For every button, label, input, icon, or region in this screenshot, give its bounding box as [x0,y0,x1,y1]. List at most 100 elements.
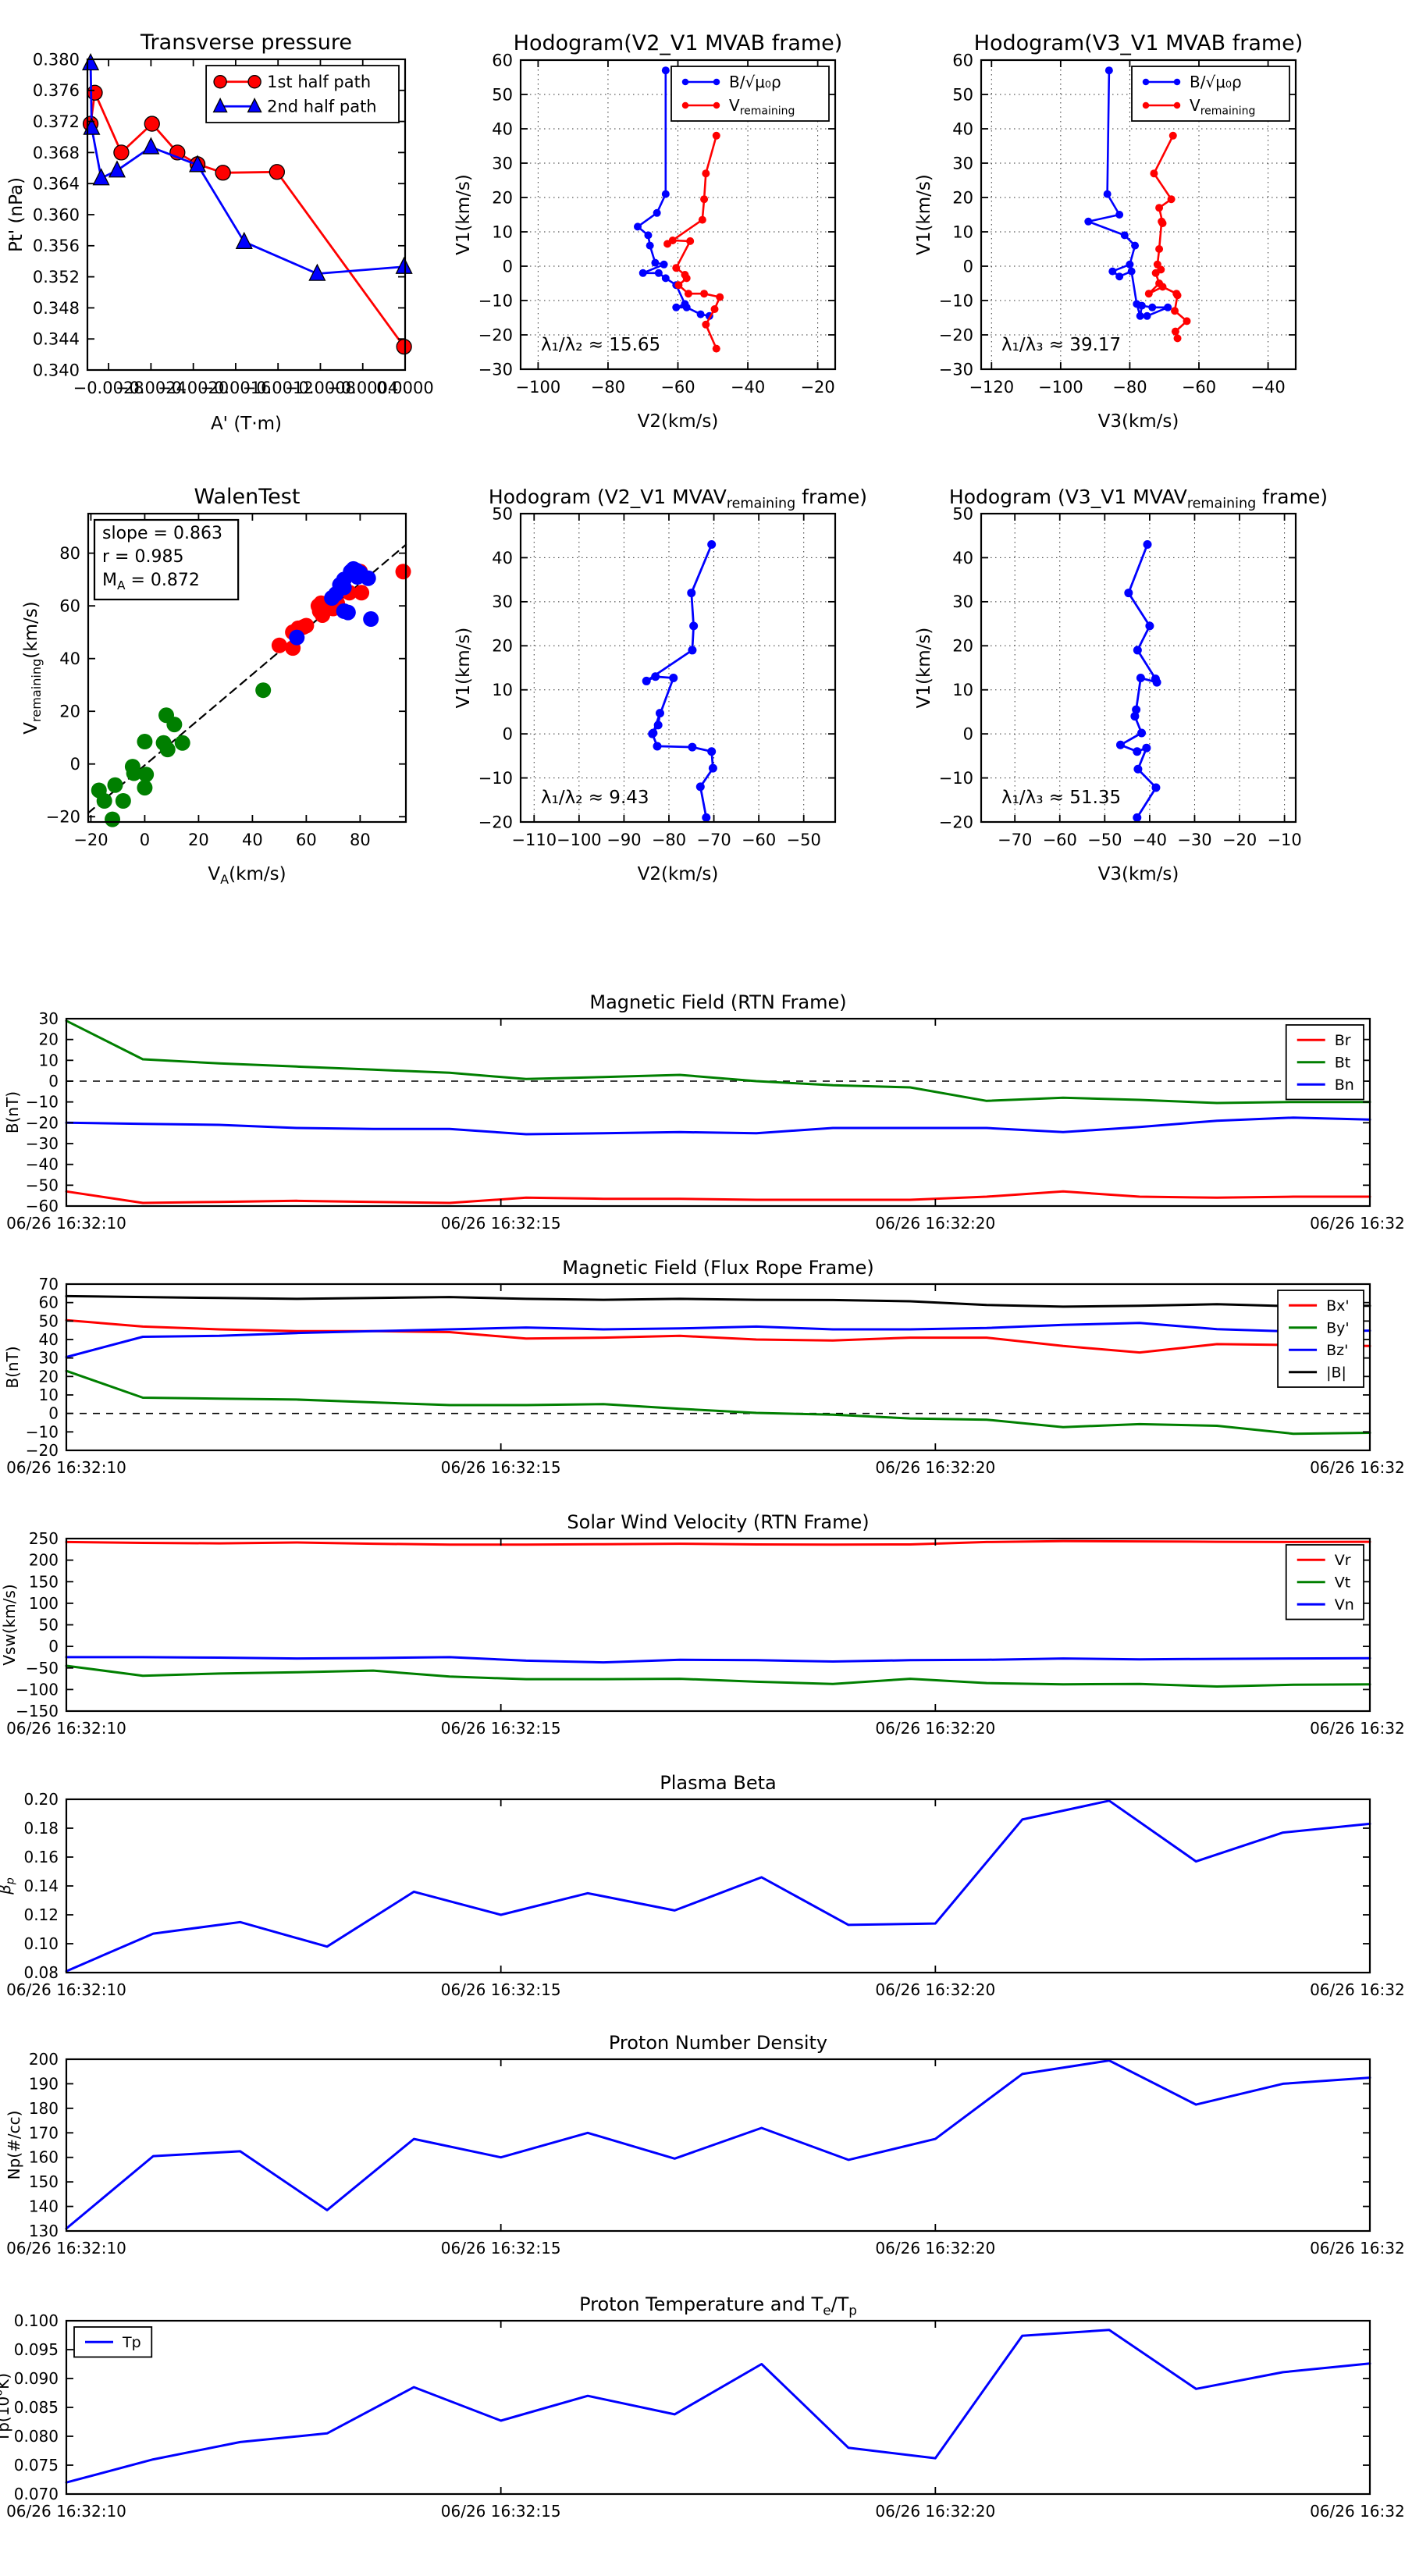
walen-test-ytick-label: 40 [59,649,80,668]
solar-wind-velocity-legend-label-vn: Vn [1335,1596,1354,1614]
solar-wind-velocity-legend: Vr Vt Vn [1285,1544,1364,1621]
hodogram-v3-v1-mvab-ytick-label: 10 [952,222,973,241]
transverse-pressure-xtick-label: −0.0020 [158,379,229,397]
hodogram-v3-v1-mvab-axes-box [980,59,1297,371]
panel-magnetic-field-flux-rope: 06/26 16:32:10 06/26 16:32:15 06/26 16:32:… [3,1257,1405,1477]
plasma-beta-ytick-label: 0.10 [23,1934,59,1953]
transverse-pressure-legend-label-first-half-path: 1st half path [267,73,371,91]
panel-plasma-beta: 06/26 16:32:10 06/26 16:32:15 06/26 16:32:… [0,1772,1405,1999]
magnetic-field-flux-rope-legend: Bx' By' Bz' |B| [1277,1290,1364,1388]
transverse-pressure-legend: 1st half path 2nd half path [205,65,400,123]
plasma-beta-ytick-label: 0.08 [23,1963,59,1982]
magnetic-field-rtn-xtick-label: 06/26 16:32:10 [6,1214,126,1233]
plasma-beta-xtick-label: 06/26 16:32:25 [1310,1980,1405,1999]
proton-number-density-ylabel: Np(#/cc) [5,2111,23,2180]
magnetic-field-rtn-legend-label-br: Br [1335,1032,1351,1049]
solar-wind-velocity-ytick-label: 50 [39,1616,59,1635]
walen-test-ytick-label: 60 [59,597,80,616]
solar-wind-velocity-ytick-label: −150 [16,1702,59,1720]
magnetic-field-rtn-xtick-label: 06/26 16:32:25 [1310,1214,1405,1233]
magnetic-field-rtn-ytick-label: −30 [26,1134,59,1153]
hodogram-v2-v1-mvab-ytick-label: 50 [492,85,513,104]
hodogram-v2-v1-mvab-ytick-label: 0 [503,257,513,276]
magnetic-field-flux-rope-legend-label-b-magnitude: |B| [1326,1364,1346,1381]
magnetic-field-rtn-series-br [65,1190,1371,1204]
hodogram-v3-v1-mvav-title: Hodogram (V3_V1 MVAVremaining frame) [949,486,1328,512]
proton-temperature-ytick-label: 0.080 [14,2427,59,2446]
hodogram-v2-v1-mvab-legend-label-v-remaining: Vremaining [729,96,795,117]
hodogram-v2-v1-mvab-series-v-remaining [663,131,724,353]
hodogram-v3-v1-mvav-ytick-label: −10 [939,769,973,788]
hodogram-v3-v1-mvab-ytick-label: −30 [939,360,973,379]
hodogram-v2-v1-mvab-annotation: λ₁/λ₂ ≈ 15.65 [541,335,660,355]
walen-test-stats-box: slope = 0.863 r = 0.985 MA = 0.872 [93,518,240,601]
magnetic-field-flux-rope-ytick-label: 40 [39,1330,59,1349]
walen-test-xtick-label: 80 [350,831,371,849]
transverse-pressure-xtick-label: −0.0028 [73,379,144,397]
transverse-pressure-ytick-label: 0.372 [33,112,80,131]
solar-wind-velocity-xtick-label: 06/26 16:32:25 [1310,1719,1405,1738]
panel-hodogram-v3-v1-mvab: −120 −100 −80 −60 −40−30−20−100102030405060H… [914,31,1303,432]
magnetic-field-flux-rope-xtick-label: 06/26 16:32:15 [441,1458,561,1477]
hodogram-v2-v1-mvab-ytick-label: 20 [492,188,513,207]
magnetic-field-rtn-ytick-label: 20 [39,1030,59,1049]
solar-wind-velocity-legend-label-vt: Vt [1335,1574,1350,1591]
hodogram-v2-v1-mvab-ytick-label: 10 [492,222,513,241]
hodogram-v3-v1-mvab-xtick-label: −60 [1182,378,1216,397]
hodogram-v2-v1-mvab-xtick-label: −40 [731,378,765,397]
hodogram-v3-v1-mvav-axes-box [980,512,1297,824]
solar-wind-velocity-legend-label-vr: Vr [1335,1552,1351,1569]
hodogram-v3-v1-mvav-ytick-label: 40 [952,549,973,568]
magnetic-field-rtn-ticks: 06/26 16:32:10 06/26 16:32:15 06/26 16:32:… [6,1009,1405,1233]
hodogram-v3-v1-mvav-xlabel: V3(km/s) [1098,864,1179,884]
hodogram-v2-v1-mvav-xlabel: V2(km/s) [638,864,719,884]
hodogram-v3-v1-mvab-ytick-label: 50 [952,85,973,104]
hodogram-v2-v1-mvab-ylabel: V1(km/s) [454,174,474,255]
walen-test-ytick-label: 0 [70,755,80,774]
hodogram-v2-v1-mvab-title: Hodogram(V2_V1 MVAB frame) [514,31,843,55]
hodogram-v2-v1-mvav-xtick-label: −100 [557,831,602,849]
plasma-beta-ytick-label: 0.16 [23,1848,59,1866]
magnetic-field-rtn-legend: Br Bt Bn [1285,1024,1364,1101]
solar-wind-velocity-xtick-label: 06/26 16:32:15 [441,1719,561,1738]
hodogram-v3-v1-mvab-annotation: λ₁/λ₃ ≈ 39.17 [1001,335,1121,355]
magnetic-field-flux-rope-ytick-label: 60 [39,1293,59,1312]
magnetic-field-rtn-ytick-label: 0 [48,1072,59,1091]
proton-temperature-ytick-label: 0.070 [14,2485,59,2503]
magnetic-field-rtn-ylabel: B(nT) [3,1091,22,1133]
transverse-pressure-ytick-label: 0.368 [33,144,80,162]
hodogram-v2-v1-mvav-xtick-label: −70 [696,831,731,849]
hodogram-v2-v1-mvav-ytick-label: 40 [492,549,513,568]
walen-test-xtick-label: 60 [296,831,317,849]
proton-temperature-legend-label-tp: Tp [122,2334,141,2351]
hodogram-v3-v1-mvab-xlabel: V3(km/s) [1098,411,1179,432]
hodogram-v3-v1-mvab-ytick-label: 0 [963,257,973,276]
magnetic-field-flux-rope-ytick-label: 50 [39,1311,59,1330]
walen-test-stats-line-0: slope = 0.863 [102,524,222,543]
magnetic-field-rtn-xtick-label: 06/26 16:32:15 [441,1214,561,1233]
hodogram-v2-v1-mvab-xtick-label: −20 [800,378,834,397]
hodogram-v2-v1-mvab-xtick-label: −100 [516,378,561,397]
magnetic-field-flux-rope-ytick-label: −10 [26,1422,59,1441]
walen-test-series-walen-green-points [91,682,272,827]
walen-test-xtick-label: 0 [140,831,150,849]
transverse-pressure-legend-label-second-half-path: 2nd half path [267,98,377,116]
proton-number-density-title: Proton Number Density [609,2032,827,2054]
solar-wind-velocity-ytick-label: 200 [29,1551,59,1570]
hodogram-v2-v1-mvab-ytick-label: −20 [478,326,513,344]
hodogram-v3-v1-mvav-xtick-label: −30 [1177,831,1211,849]
walen-test-xtick-label: −20 [73,831,108,849]
solar-wind-velocity-ytick-label: 250 [29,1529,59,1548]
hodogram-v3-v1-mvab-ytick-label: −20 [939,326,973,344]
hodogram-v3-v1-mvav-xtick-label: −60 [1043,831,1077,849]
transverse-pressure-ticks: −0.0028−0.0024−0.0020−0.0016−0.0012−0.00… [33,50,434,397]
magnetic-field-rtn-series-bn [65,1116,1371,1136]
hodogram-v2-v1-mvav-xtick-label: −80 [652,831,686,849]
magnetic-field-rtn-legend-label-bt: Bt [1335,1054,1350,1071]
plasma-beta-xtick-label: 06/26 16:32:15 [441,1980,561,1999]
walen-test-ytick-label: 20 [59,703,80,721]
proton-number-density-ytick-label: 190 [29,2074,59,2093]
proton-temperature-ytick-label: 0.075 [14,2456,59,2475]
transverse-pressure-title: Transverse pressure [140,30,352,55]
